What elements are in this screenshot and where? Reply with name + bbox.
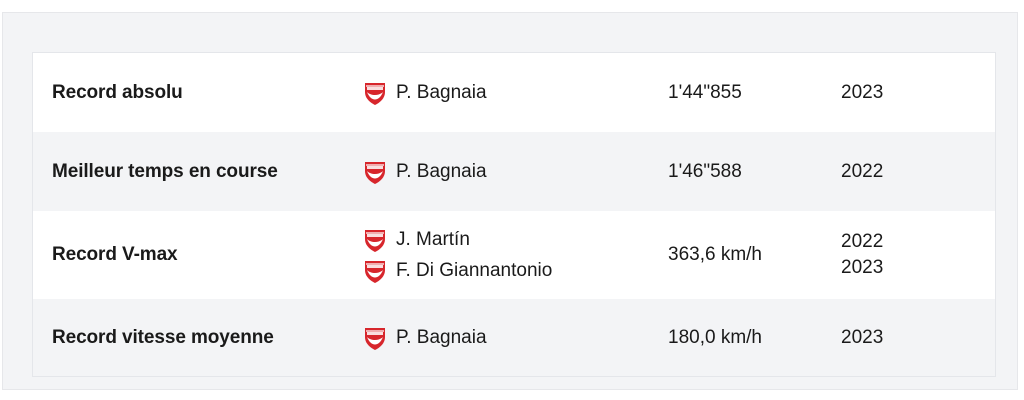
rider-name: P. Bagnaia: [396, 160, 487, 182]
rider-entry: P. Bagnaia: [363, 322, 653, 353]
record-label: Record V-max: [52, 244, 178, 265]
ducati-logo-icon: [365, 260, 385, 283]
rider-entry: P. Bagnaia: [363, 77, 653, 108]
table-row: Record absolu P. Bagnaia 1'44"855 2023: [33, 53, 995, 132]
record-label: Record vitesse moyenne: [52, 326, 274, 348]
record-value: 1'46"588: [668, 160, 742, 182]
record-label: Meilleur temps en course: [52, 160, 278, 182]
rider-name: F. Di Giannantonio: [396, 259, 553, 281]
records-panel: Record absolu P. Bagnaia 1'44"855 2023: [2, 12, 1018, 390]
record-value: 1'44"855: [668, 81, 742, 103]
ducati-logo-icon: [365, 82, 385, 105]
rider-name: P. Bagnaia: [396, 326, 487, 348]
rider-name: P. Bagnaia: [396, 81, 487, 103]
record-value: 363,6 km/h: [668, 244, 762, 265]
record-year: 2023: [841, 257, 884, 278]
table-row: Record V-max J. Martín: [33, 211, 995, 299]
rider-name: J. Martín: [396, 228, 470, 250]
rider-entry: F. Di Giannantonio: [363, 255, 653, 286]
rider-entry: J. Martín: [363, 224, 653, 255]
record-year: 2023: [841, 326, 884, 348]
record-label: Record absolu: [52, 81, 183, 103]
record-year: 2023: [841, 81, 884, 103]
ducati-logo-icon: [365, 161, 385, 184]
table-row: Meilleur temps en course P. Bagnaia 1'46…: [33, 132, 995, 211]
ducati-logo-icon: [365, 229, 385, 252]
records-table: Record absolu P. Bagnaia 1'44"855 2023: [32, 52, 996, 377]
ducati-logo-icon: [365, 327, 385, 350]
record-year: 2022: [841, 160, 884, 182]
table-row: Record vitesse moyenne P. Bagnaia 180,0 …: [33, 299, 995, 376]
record-value: 180,0 km/h: [668, 326, 762, 348]
record-year: 2022: [841, 231, 884, 252]
rider-entry: P. Bagnaia: [363, 156, 653, 187]
